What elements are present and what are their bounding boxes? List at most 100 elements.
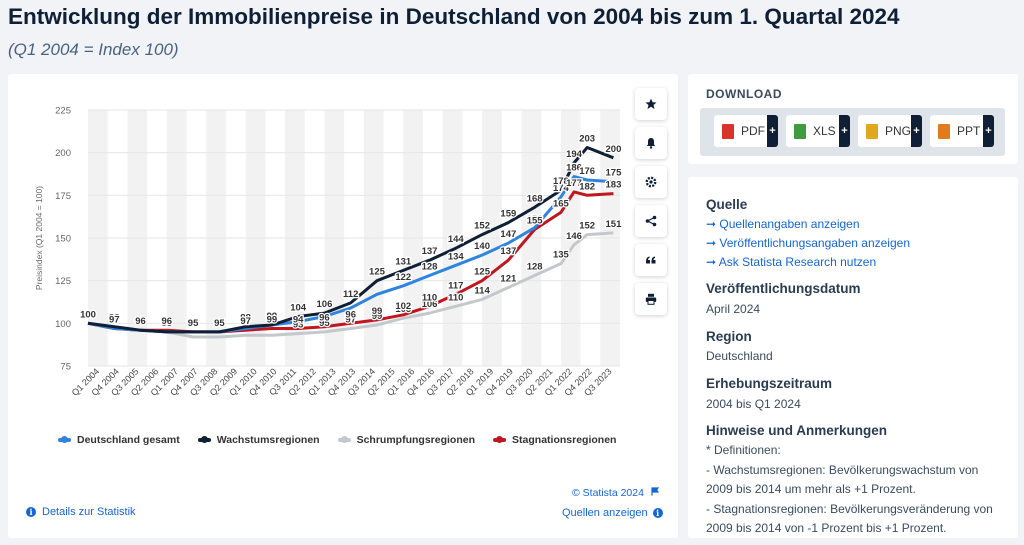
share-button[interactable]: [635, 205, 667, 237]
info-card: Quelle ➞ Quellenangaben anzeigen ➞ Veröf…: [688, 177, 1018, 538]
copyright-link[interactable]: © Statista 2024: [572, 487, 660, 499]
gear-icon: [645, 176, 657, 188]
data-label: 95: [214, 318, 225, 329]
data-label: 117: [448, 280, 463, 291]
statistic-details-link[interactable]: i Details zur Statistik: [26, 506, 136, 518]
data-label: 174: [553, 183, 570, 194]
data-label: 100: [80, 309, 96, 320]
data-label: 131: [395, 256, 412, 267]
data-label: 137: [422, 246, 438, 257]
data-label: 144: [448, 234, 465, 245]
data-label: 177: [566, 178, 582, 189]
info-icon: i: [652, 508, 663, 518]
legend-item-schrumpfung[interactable]: Schrumpfungsregionen: [337, 434, 475, 446]
download-title: DOWNLOAD: [706, 87, 782, 101]
data-label: 112: [343, 289, 358, 300]
link-label: Quellenangaben anzeigen: [719, 217, 860, 231]
flag-icon: [651, 487, 660, 496]
y-tick-label: 225: [55, 106, 71, 117]
notes-text: * Definitionen: - Wachstumsregionen: Bev…: [706, 441, 998, 538]
favorite-button[interactable]: [635, 88, 667, 120]
download-label: PPT: [957, 124, 981, 138]
notification-button[interactable]: [635, 127, 667, 159]
settings-button[interactable]: [635, 166, 667, 198]
series-line: [87, 231, 614, 339]
publication-details-link[interactable]: ➞ Veröffentlichungsangaben anzeigen: [706, 236, 910, 250]
download-label: PDF: [741, 124, 765, 138]
chart-legend: Deutschland gesamt Wachstumsregionen Sch…: [58, 434, 616, 446]
data-label: 183: [606, 180, 622, 191]
legend-item-stagnation[interactable]: Stagnationsregionen: [493, 434, 616, 446]
legend-swatch: [337, 436, 351, 443]
download-label: XLS: [813, 124, 836, 138]
period-heading: Erhebungszeitraum: [706, 376, 833, 391]
data-label: 178: [553, 176, 569, 187]
share-icon: [645, 215, 657, 227]
data-label: 110: [422, 292, 437, 303]
legend-item-wachstum[interactable]: Wachstumsregionen: [197, 434, 320, 446]
data-label: 175: [606, 168, 623, 179]
data-label: 200: [606, 144, 622, 155]
data-label: 152: [474, 221, 490, 232]
data-label: 137: [500, 246, 516, 257]
data-label: 147: [500, 229, 516, 240]
data-label: 186: [566, 163, 582, 174]
plus-icon: +: [911, 115, 922, 147]
data-label: 102: [395, 301, 411, 312]
data-label: 94: [293, 314, 304, 325]
region-value: Deutschland: [706, 349, 773, 363]
download-pdf-button[interactable]: PDF +: [714, 115, 778, 147]
star-icon: [645, 98, 657, 109]
y-tick-label: 200: [55, 148, 71, 159]
region-heading: Region: [706, 329, 752, 344]
y-tick-label: 175: [55, 191, 71, 202]
source-details-link[interactable]: ➞ Quellenangaben anzeigen: [706, 217, 860, 231]
data-label: 110: [448, 292, 463, 303]
data-label: 176: [579, 166, 595, 177]
quote-icon: [646, 256, 656, 264]
note-line: - Wachstumsregionen: Bevölkerungswachstu…: [706, 462, 982, 497]
show-sources-link[interactable]: Quellen anzeigen i: [562, 507, 663, 519]
data-label: 165: [553, 198, 570, 209]
download-png-button[interactable]: PNG +: [858, 115, 922, 147]
legend-item-deutschland[interactable]: Deutschland gesamt: [58, 434, 180, 446]
data-label: 99: [372, 306, 383, 317]
download-bar: PDF + XLS + PNG + PPT +: [700, 108, 1005, 156]
data-label: 99: [267, 314, 278, 325]
period-value: 2004 bis Q1 2024: [706, 397, 801, 411]
y-tick-label: 75: [60, 362, 71, 373]
link-label: Ask Statista Research nutzen: [718, 255, 877, 269]
y-tick-label: 150: [55, 234, 71, 245]
legend-label: Stagnationsregionen: [512, 434, 617, 446]
ppt-file-icon: [938, 123, 950, 139]
ask-research-link[interactable]: ➞ Ask Statista Research nutzen: [706, 255, 876, 269]
data-label: 125: [474, 267, 491, 278]
data-label: 97: [240, 316, 251, 327]
data-label: 194: [566, 149, 583, 160]
data-label: 96: [319, 313, 330, 324]
print-button[interactable]: [635, 283, 667, 315]
y-tick-label: 125: [55, 276, 71, 287]
data-label: 96: [135, 316, 146, 327]
data-label: 93: [293, 320, 304, 331]
legend-label: Deutschland gesamt: [77, 434, 180, 446]
cite-button[interactable]: [635, 244, 667, 276]
legend-swatch: [197, 436, 211, 443]
data-label: 159: [500, 209, 516, 220]
data-label: 96: [345, 309, 356, 320]
arrow-right-icon: ➞: [706, 255, 719, 269]
note-line: - Stagnationsregionen: Bevölkerungsverän…: [706, 501, 997, 536]
download-xls-button[interactable]: XLS +: [786, 115, 850, 147]
data-label: 96: [135, 316, 146, 327]
png-file-icon: [866, 123, 878, 139]
data-label: 104: [290, 303, 307, 314]
notes-heading: Hinweise und Anmerkungen: [706, 423, 888, 438]
data-label: 98: [240, 313, 251, 324]
chart-card: 75 100 125 150 175 200 225 Preisindex (Q1 2004 …: [8, 74, 678, 538]
download-ppt-button[interactable]: PPT +: [930, 115, 994, 147]
legend-label: Wachstumsregionen: [216, 434, 320, 446]
data-label: 106: [422, 299, 438, 310]
data-label: 203: [579, 134, 595, 145]
data-label: 114: [474, 285, 490, 296]
data-label: 135: [553, 250, 570, 261]
